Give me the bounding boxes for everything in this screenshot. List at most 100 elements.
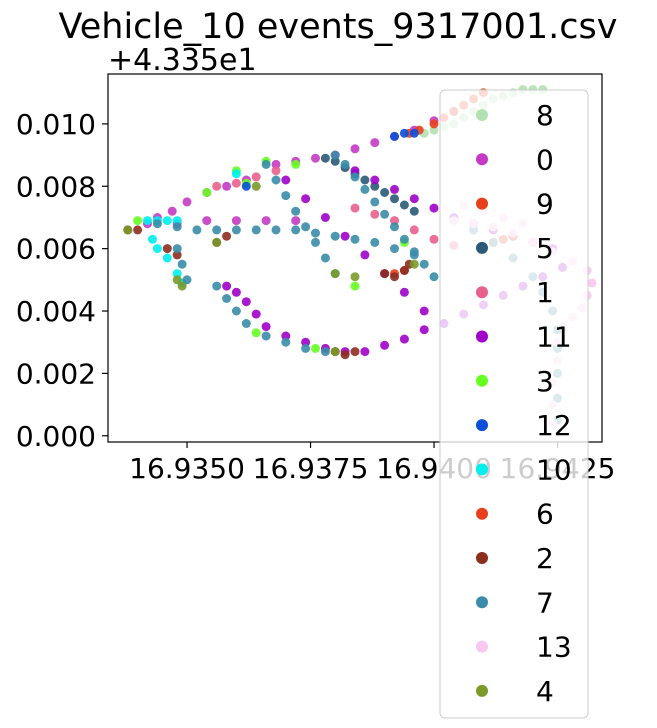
point-7-41	[311, 237, 320, 247]
plot-area-frame	[107, 73, 603, 443]
point-12-3	[241, 181, 251, 191]
point-11-4	[261, 322, 271, 332]
point-7-32	[399, 234, 409, 244]
point-7-38	[281, 191, 291, 201]
legend-label-0: 0	[536, 143, 554, 176]
point-2-4	[390, 272, 399, 282]
y-tick-label-3: 0.006	[16, 233, 96, 266]
legend-label-3: 3	[536, 365, 554, 398]
point-7-26	[340, 159, 350, 169]
point-5-7	[390, 194, 399, 204]
legend-item-8: 8	[476, 99, 554, 132]
point-7-29	[370, 197, 380, 207]
point-11-0	[222, 281, 232, 291]
point-7-27	[350, 172, 360, 182]
legend-item-3: 3	[476, 365, 554, 398]
point-10-5	[148, 234, 157, 244]
point-12-0	[390, 131, 399, 141]
point-1-3	[271, 166, 281, 176]
legend-label-13: 13	[536, 631, 572, 664]
point-0-4	[350, 144, 360, 154]
point-12-2	[409, 128, 419, 138]
point-7-21	[261, 331, 271, 341]
legend-marker-4	[476, 684, 488, 697]
legend-marker-7	[476, 596, 488, 609]
point-0-20	[261, 216, 271, 226]
legend-marker-3	[476, 374, 488, 387]
point-7-36	[261, 159, 271, 169]
legend-item-5: 5	[476, 232, 554, 265]
point-11-23	[409, 194, 419, 204]
legend-item-11: 11	[476, 321, 572, 354]
point-7-1	[172, 222, 182, 232]
point-3-4	[251, 328, 261, 338]
point-5-6	[380, 188, 390, 197]
point-7-16	[182, 275, 192, 285]
point-7-33	[409, 247, 419, 257]
point-4-3	[212, 237, 222, 247]
legend-item-10: 10	[476, 453, 572, 486]
point-0-0	[271, 159, 281, 169]
point-0-18	[202, 216, 212, 226]
x-tick-label-1: 16.9375	[253, 452, 369, 485]
point-7-40	[301, 222, 311, 232]
point-7-19	[231, 306, 241, 316]
point-1-0	[212, 181, 222, 191]
point-1-6	[390, 216, 399, 226]
point-7-28	[360, 184, 370, 194]
point-1-2	[251, 172, 261, 182]
point-5-8	[399, 200, 409, 210]
point-2-10	[222, 231, 232, 241]
point-7-34	[419, 259, 429, 269]
point-11-34	[340, 231, 350, 241]
point-4-0	[172, 275, 182, 285]
legend-marker-5	[476, 241, 488, 254]
point-4-5	[330, 269, 340, 279]
point-7-4	[231, 225, 241, 235]
legend-marker-0	[476, 153, 488, 166]
legend-item-13: 13	[476, 631, 572, 664]
y-tick-label-1: 0.002	[16, 357, 96, 390]
legend-marker-1	[476, 286, 488, 299]
point-11-2	[241, 297, 251, 307]
point-5-1	[330, 156, 340, 166]
point-7-0	[152, 219, 162, 229]
legend-label-4: 4	[536, 675, 554, 708]
point-4-7	[330, 347, 340, 357]
series-12	[241, 128, 419, 191]
point-10-4	[231, 169, 241, 179]
x-tick-label-0: 16.9350	[129, 452, 245, 485]
point-10-6	[152, 244, 162, 254]
point-10-8	[172, 269, 182, 279]
point-2-11	[162, 244, 172, 254]
point-10-2	[162, 216, 172, 226]
series-10	[143, 169, 241, 288]
legend-label-10: 10	[536, 453, 572, 486]
legend-marker-12	[476, 419, 488, 432]
point-2-2	[350, 347, 360, 357]
point-11-3	[251, 309, 261, 319]
point-13-8	[587, 278, 597, 288]
point-7-2	[192, 225, 202, 235]
legend-label-11: 11	[536, 321, 572, 354]
point-2-5	[399, 266, 409, 275]
y-offset-label: +4.335e1	[108, 43, 257, 78]
point-2-12	[172, 250, 182, 260]
point-0-13	[182, 197, 192, 207]
point-7-10	[350, 234, 360, 244]
point-0-21	[291, 216, 301, 226]
point-1-7	[409, 225, 419, 235]
point-11-37	[399, 287, 409, 297]
point-4-1	[177, 281, 187, 291]
point-0-19	[231, 216, 241, 226]
point-5-0	[320, 153, 330, 163]
point-7-24	[320, 347, 330, 357]
legend-item-0: 0	[476, 143, 554, 176]
point-11-35	[360, 250, 370, 260]
point-1-4	[350, 203, 360, 213]
point-11-22	[390, 184, 399, 194]
point-11-31	[281, 175, 291, 185]
legend-label-9: 9	[536, 188, 554, 221]
